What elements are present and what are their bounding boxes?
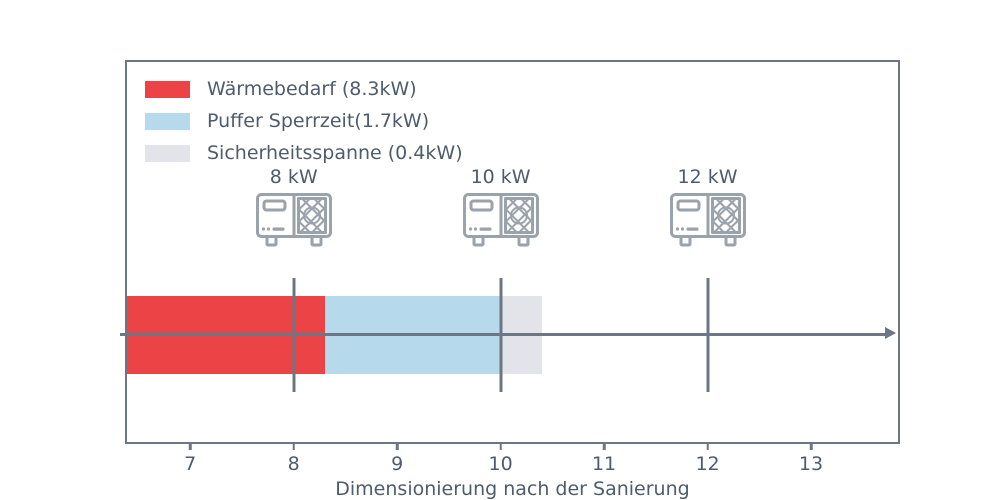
x-tick-label-9: 9 bbox=[391, 453, 404, 475]
legend-item-waermebedarf: Wärmebedarf (8.3kW) bbox=[145, 78, 463, 100]
marker-label-8kw: 8 kW bbox=[269, 166, 318, 188]
legend-label-sicherheitsspanne: Sicherheitsspanne (0.4kW) bbox=[207, 142, 463, 164]
plot-area: 8 kW bbox=[120, 60, 900, 500]
legend-swatch-waermebedarf bbox=[145, 80, 190, 98]
x-tick-label-10: 10 bbox=[488, 453, 513, 475]
heat-pump-icon bbox=[462, 193, 539, 253]
x-tick-label-11: 11 bbox=[591, 453, 617, 475]
x-tick-8 bbox=[292, 444, 295, 450]
legend: Wärmebedarf (8.3kW) Puffer Sperrzeit(1.7… bbox=[145, 78, 463, 176]
x-tick-label-13: 13 bbox=[798, 453, 824, 475]
x-tick-label-8: 8 bbox=[287, 453, 300, 475]
heat-pump-icon bbox=[255, 193, 332, 253]
x-tick-12 bbox=[706, 444, 709, 450]
baseline-arrow-head-icon bbox=[885, 327, 896, 339]
legend-label-waermebedarf: Wärmebedarf (8.3kW) bbox=[207, 78, 417, 100]
legend-label-puffer-sperrzeit: Puffer Sperrzeit(1.7kW) bbox=[207, 110, 430, 132]
x-tick-9 bbox=[395, 444, 399, 450]
legend-swatch-sicherheitsspanne bbox=[145, 144, 190, 162]
marker-label-10kw: 10 kW bbox=[470, 166, 531, 188]
legend-item-sicherheitsspanne: Sicherheitsspanne (0.4kW) bbox=[145, 142, 463, 164]
x-tick-label-12: 12 bbox=[695, 453, 720, 475]
legend-swatch-puffer-sperrzeit bbox=[145, 112, 190, 130]
heat-pump-icon bbox=[669, 193, 746, 253]
x-tick-label-7: 7 bbox=[184, 453, 197, 475]
baseline-arrow-line bbox=[120, 333, 885, 336]
marker-line-12kw bbox=[706, 278, 710, 392]
x-tick-11 bbox=[602, 444, 606, 450]
x-tick-7 bbox=[188, 444, 192, 450]
marker-line-8kw bbox=[292, 278, 296, 392]
x-axis-label: Dimensionierung nach der Sanierung bbox=[335, 478, 690, 500]
marker-line-10kw bbox=[499, 278, 503, 392]
legend-item-puffer-sperrzeit: Puffer Sperrzeit(1.7kW) bbox=[145, 110, 463, 132]
x-tick-10 bbox=[499, 444, 502, 450]
x-tick-13 bbox=[809, 444, 813, 450]
marker-label-12kw: 12 kW bbox=[677, 166, 738, 188]
